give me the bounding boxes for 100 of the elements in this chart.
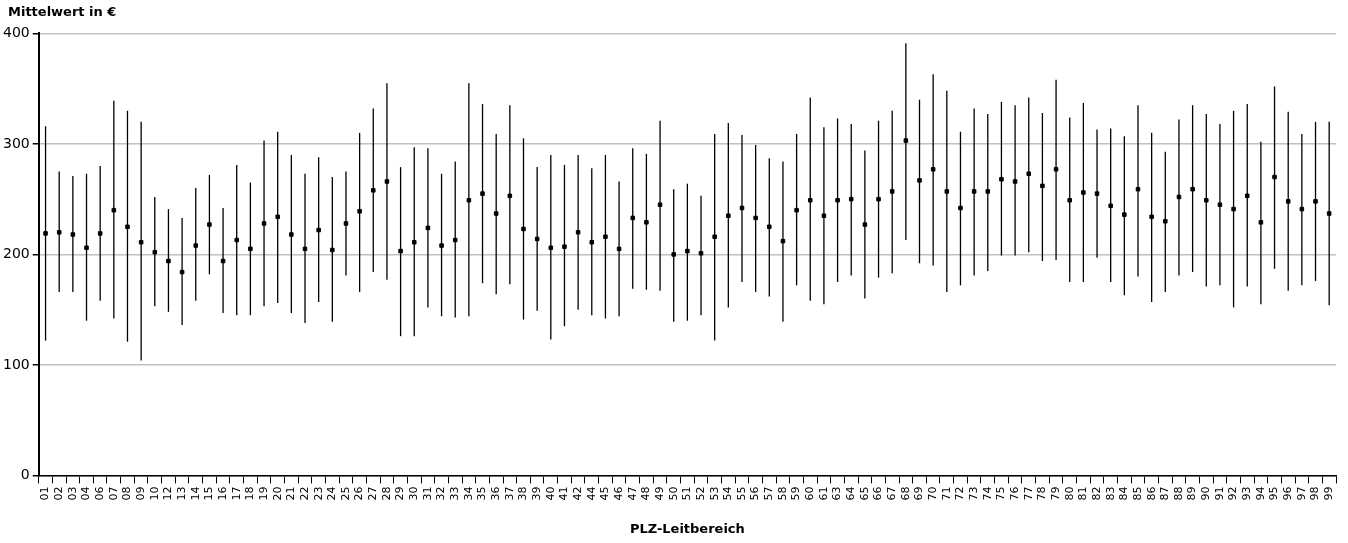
x-tick-label: 70 [926, 486, 940, 501]
x-tick-label: 88 [1171, 486, 1185, 501]
x-tick-label: 35 [475, 486, 489, 501]
x-tick-label: 14 [188, 486, 202, 501]
x-tick-label: 51 [680, 486, 694, 501]
x-tick-label: 66 [871, 486, 885, 501]
x-tick-label: 57 [762, 486, 776, 501]
x-tick-label: 41 [557, 486, 571, 501]
y-tick-label: 200 [2, 245, 30, 262]
x-tick-label: 82 [1089, 486, 1103, 501]
x-tick-label: 49 [652, 486, 666, 501]
x-tick-label: 50 [666, 486, 680, 501]
x-tick-label: 95 [1267, 486, 1281, 501]
x-tick-label: 53 [707, 486, 721, 501]
x-tick-label: 71 [939, 486, 953, 501]
x-tick-label: 44 [584, 486, 598, 501]
x-tick-label: 56 [748, 486, 762, 501]
x-tick-label: 69 [912, 486, 926, 501]
x-tick-label: 28 [379, 486, 393, 501]
x-tick-label: 22 [297, 486, 311, 501]
x-tick-label: 93 [1240, 486, 1254, 501]
x-tick-label: 77 [1021, 486, 1035, 501]
x-tick-label: 04 [79, 486, 93, 501]
x-tick-label: 72 [953, 486, 967, 501]
x-tick-label: 98 [1308, 486, 1322, 501]
x-tick-label: 24 [325, 486, 339, 501]
x-tick-label: 01 [38, 486, 52, 501]
x-tick-label: 89 [1185, 486, 1199, 501]
x-tick-label: 55 [734, 486, 748, 501]
x-tick-label: 84 [1117, 486, 1131, 501]
x-tick-label: 07 [106, 486, 120, 501]
x-tick-label: 02 [52, 486, 66, 501]
x-tick-label: 30 [407, 486, 421, 501]
x-tick-label: 65 [857, 486, 871, 501]
x-tick-label: 54 [721, 486, 735, 501]
x-tick-label: 68 [898, 486, 912, 501]
x-tick-label: 42 [570, 486, 584, 501]
x-tick-label: 13 [174, 486, 188, 501]
x-tick-label: 86 [1144, 486, 1158, 501]
y-tick-label: 100 [2, 355, 30, 372]
x-tick-label: 09 [134, 486, 147, 501]
x-tick-label: 75 [994, 486, 1008, 501]
x-tick-label: 37 [502, 486, 516, 501]
x-tick-label: 63 [830, 486, 844, 501]
x-tick-label: 73 [966, 486, 980, 501]
x-tick-label: 16 [215, 486, 229, 501]
x-tick-label: 29 [393, 486, 407, 501]
x-tick-label: 06 [93, 486, 107, 501]
x-tick-label: 92 [1226, 486, 1240, 501]
x-tick-label: 08 [120, 486, 134, 501]
x-tick-label: 17 [229, 486, 243, 501]
x-tick-label: 20 [270, 486, 284, 501]
x-tick-label: 79 [1048, 486, 1062, 501]
x-tick-label: 23 [311, 486, 325, 501]
x-tick-label: 76 [1007, 486, 1021, 501]
x-tick-label: 03 [65, 486, 79, 501]
x-tick-label: 52 [693, 486, 707, 501]
x-tick-label: 27 [366, 486, 380, 501]
x-tick-label: 97 [1294, 486, 1308, 501]
x-tick-label: 21 [284, 486, 298, 501]
x-tick-label: 83 [1103, 486, 1117, 501]
x-tick-label: 19 [256, 486, 270, 501]
x-tick-label: 45 [598, 486, 612, 501]
x-tick-label: 81 [1076, 486, 1090, 501]
x-tick-label: 26 [352, 486, 366, 501]
x-tick-label: 32 [434, 486, 448, 501]
x-tick-label: 59 [789, 486, 803, 501]
x-tick-label: 74 [980, 486, 994, 501]
x-tick-label: 85 [1130, 486, 1144, 501]
x-tick-label: 94 [1253, 486, 1267, 501]
x-tick-label: 38 [516, 486, 530, 501]
x-tick-label: 99 [1322, 486, 1336, 501]
x-tick-label: 64 [844, 486, 858, 501]
x-tick-label: 91 [1212, 486, 1226, 501]
x-tick-label: 90 [1199, 486, 1213, 501]
x-tick-label: 18 [243, 486, 257, 501]
x-tick-label: 47 [625, 486, 639, 501]
x-tick-label: 39 [530, 486, 544, 501]
y-tick-label: 400 [2, 24, 30, 41]
x-tick-label: 87 [1158, 486, 1172, 501]
x-tick-label: 40 [543, 486, 557, 501]
x-tick-label: 46 [611, 486, 625, 501]
x-tick-label: 31 [420, 486, 434, 501]
x-tick-label: 10 [147, 486, 161, 501]
y-axis-title: Mittelwert in € [7, 3, 118, 21]
x-tick-label: 34 [461, 486, 475, 501]
x-axis-title: PLZ-Leitbereich [629, 520, 745, 536]
x-tick-label: 15 [202, 486, 216, 501]
y-tick-label: 0 [20, 466, 30, 483]
x-tick-label: 61 [816, 486, 830, 501]
x-tick-label: 12 [161, 486, 175, 501]
x-tick-label: 60 [803, 486, 817, 501]
x-tick-label: 48 [639, 486, 653, 501]
x-tick-label: 36 [489, 486, 503, 501]
x-tick-label: 58 [775, 486, 789, 501]
x-tick-label: 78 [1035, 486, 1049, 501]
x-tick-label: 33 [448, 486, 462, 501]
x-tick-label: 80 [1062, 486, 1076, 501]
y-tick-label: 300 [2, 134, 30, 151]
x-tick-label: 67 [885, 486, 899, 501]
